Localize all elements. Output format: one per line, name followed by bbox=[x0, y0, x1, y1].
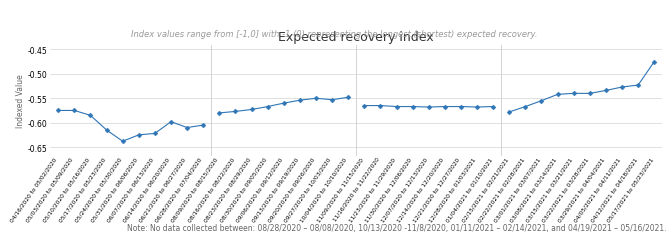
Title: Expected recovery index: Expected recovery index bbox=[278, 31, 434, 44]
Y-axis label: Indexed Value: Indexed Value bbox=[16, 74, 25, 128]
Text: Index values range from [-1,0] with -1 (0) representing the longest (shortest) e: Index values range from [-1,0] with -1 (… bbox=[131, 30, 538, 39]
Text: Note: No data collected between: 08/28/2020 – 08/08/2020, 10/13/2020 -11/8/2020,: Note: No data collected between: 08/28/2… bbox=[127, 223, 666, 232]
